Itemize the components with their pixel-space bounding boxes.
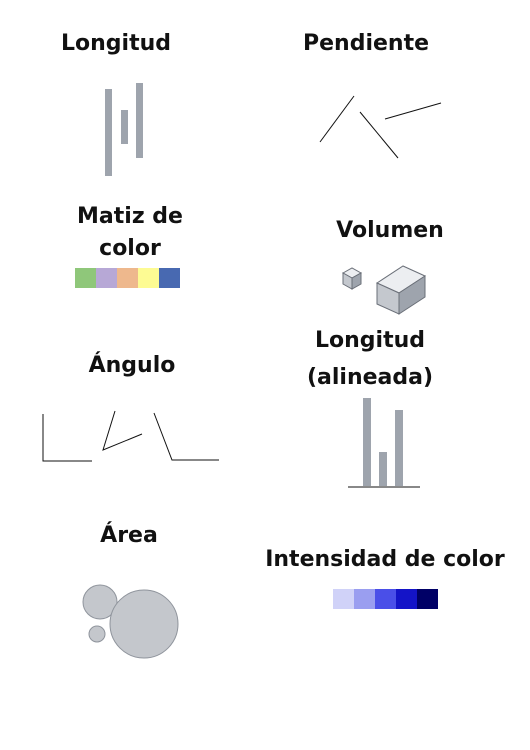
intensity-swatches [333, 589, 438, 609]
slope-line [384, 102, 442, 120]
area-circle [82, 584, 118, 620]
length-bar [121, 110, 128, 144]
title-aligned-length-line1: Longitud [314, 328, 425, 353]
angle-shape [42, 414, 92, 462]
intensity-swatch [354, 589, 375, 609]
intensity-swatch [396, 589, 417, 609]
intensity-swatch [333, 589, 354, 609]
hue-swatch [75, 268, 96, 288]
aligned-length-glyph [348, 398, 420, 488]
title-aligned-length-line2: (alineada) [306, 365, 434, 390]
hue-swatches [75, 268, 180, 288]
area-circle [88, 625, 106, 643]
cube-large [375, 265, 427, 315]
angle-shape [102, 410, 143, 451]
intensity-swatch [375, 589, 396, 609]
hue-swatch [96, 268, 117, 288]
volume-glyph [341, 265, 427, 315]
area-circle [109, 589, 179, 659]
length-bar [136, 83, 143, 158]
intensity-swatch [417, 589, 438, 609]
length-bar [105, 89, 112, 176]
aligned-bar [363, 398, 371, 486]
angle-glyph [42, 410, 219, 462]
title-area: Área [100, 523, 158, 548]
title-volume: Volumen [336, 218, 444, 243]
hue-swatch [159, 268, 180, 288]
cube-face [398, 275, 426, 315]
hue-swatch [117, 268, 138, 288]
angle-shape [153, 412, 219, 461]
hue-swatch [138, 268, 159, 288]
length-glyph [105, 83, 143, 176]
title-slope: Pendiente [302, 31, 430, 56]
title-angle: Ángulo [88, 353, 176, 378]
title-hue-line1: Matiz de [77, 204, 183, 229]
cube-face [351, 272, 362, 290]
slope-line [319, 95, 355, 143]
area-glyph [82, 584, 179, 659]
aligned-bar [379, 452, 387, 486]
title-length: Longitud [60, 31, 171, 56]
cube-small [341, 267, 363, 290]
slope-glyph [319, 95, 442, 159]
title-hue-line2: color [99, 236, 161, 261]
slope-line [359, 111, 399, 159]
title-intensity: Intensidad de color [265, 547, 505, 572]
aligned-bar [395, 410, 403, 486]
